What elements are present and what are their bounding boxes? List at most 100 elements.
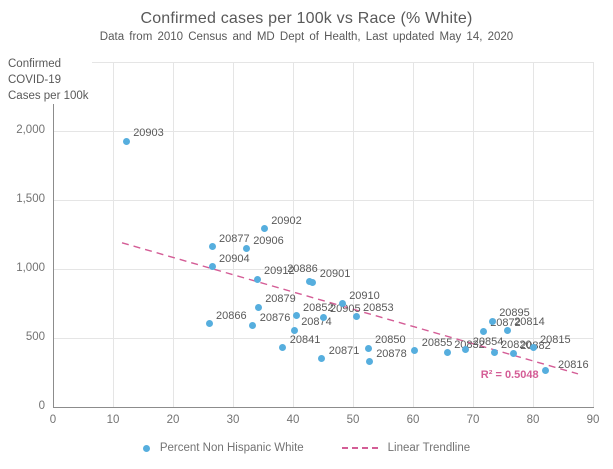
chart-subtitle: Data from 2010 Census and MD Dept of Hea… — [99, 31, 514, 43]
data-point-label: 20876 — [259, 311, 291, 324]
x-axis-tick-label: 60 — [406, 414, 420, 426]
data-point — [365, 358, 373, 366]
data-point-label: 20852 — [303, 301, 334, 314]
data-point — [260, 225, 268, 233]
data-point-label: 20816 — [558, 358, 589, 371]
x-axis-tick-label: 10 — [106, 414, 120, 426]
horizontal-gridline — [53, 269, 593, 270]
y-axis-line — [53, 62, 54, 407]
data-point — [254, 303, 262, 311]
data-point-label: 20832 — [454, 338, 485, 351]
legend-trendline-label: Linear Trendline — [387, 442, 471, 454]
data-point-label: 20902 — [271, 214, 302, 227]
data-point-label: 20874 — [301, 316, 332, 329]
data-point — [319, 313, 327, 321]
x-axis-tick-label: 50 — [346, 414, 360, 426]
data-point-label: 20886 — [287, 263, 318, 276]
x-axis-tick-label: 90 — [586, 414, 600, 426]
vertical-gridline — [353, 62, 354, 407]
data-point — [352, 312, 360, 320]
data-point — [205, 320, 213, 327]
data-point — [279, 344, 287, 352]
data-point-label: 20841 — [289, 333, 321, 346]
data-point — [309, 278, 317, 286]
data-point — [490, 349, 498, 357]
y-axis-tick-label: 1,500 — [16, 193, 45, 205]
x-axis-tick-label: 30 — [226, 414, 240, 426]
data-point-label: 20872 — [490, 317, 521, 330]
vertical-gridline — [413, 62, 414, 407]
data-point-label: 20854 — [472, 335, 504, 348]
data-point-label: 20871 — [328, 344, 360, 357]
data-point-label: 20855 — [421, 336, 453, 349]
x-axis-tick-label: 0 — [49, 414, 57, 426]
y-axis-tick-label: 0 — [38, 400, 45, 412]
scatter-marker-icon — [142, 444, 150, 452]
data-point-label: 20814 — [514, 316, 545, 329]
y-axis-title-line: COVID-19 — [8, 74, 62, 86]
data-point — [509, 350, 517, 358]
data-point-label: 20850 — [375, 334, 406, 347]
x-axis-tick-label: 70 — [466, 414, 480, 426]
data-point-label: 20912 — [264, 265, 295, 278]
data-point-label: 20853 — [363, 302, 394, 315]
data-point-label: 20877 — [219, 232, 250, 245]
x-axis-line — [53, 407, 594, 408]
data-point — [443, 349, 451, 357]
data-point — [488, 317, 496, 325]
data-point — [249, 322, 257, 330]
data-point — [208, 243, 216, 251]
x-axis-tick-label: 40 — [286, 414, 300, 426]
horizontal-gridline — [53, 131, 593, 132]
vertical-gridline — [293, 62, 294, 407]
data-point-label: 20820 — [501, 338, 532, 351]
vertical-gridline — [233, 62, 234, 407]
trendline-dash-icon — [341, 447, 378, 449]
data-point — [338, 300, 346, 307]
data-point — [305, 277, 313, 285]
legend-series-label: Percent Non Hispanic White — [159, 442, 304, 454]
data-point — [122, 137, 130, 145]
x-axis-tick-label: 80 — [526, 414, 540, 426]
y-axis-tick-label: 2,000 — [16, 124, 45, 136]
data-point-label: 20895 — [499, 307, 530, 320]
horizontal-gridline — [53, 200, 593, 201]
data-point-label: 20906 — [253, 234, 284, 247]
data-point — [242, 245, 250, 253]
data-point — [253, 275, 261, 283]
vertical-gridline — [173, 62, 174, 407]
vertical-gridline — [533, 62, 534, 407]
data-point — [503, 326, 511, 334]
y-axis-title-line: Cases per 100k — [8, 90, 89, 102]
data-point — [208, 263, 216, 271]
data-point-label: 20905 — [330, 303, 361, 316]
vertical-gridline — [473, 62, 474, 407]
data-point — [292, 312, 300, 319]
data-point — [479, 327, 487, 335]
x-axis-tick-label: 20 — [166, 414, 180, 426]
chart-legend: Percent Non Hispanic White Linear Trendl… — [0, 442, 613, 454]
data-point-label: 20910 — [349, 289, 380, 302]
vertical-gridline — [593, 62, 594, 407]
data-point-label: 20901 — [319, 268, 351, 281]
y-axis-title: Confirmed COVID-19 Cases per 100k — [8, 56, 92, 104]
data-point — [290, 326, 298, 334]
data-point-label: 20879 — [265, 293, 296, 306]
data-point — [364, 344, 372, 352]
data-point-label: 20903 — [133, 127, 164, 140]
r-squared-label: R² = 0.5048 — [480, 368, 539, 381]
data-point — [529, 344, 537, 352]
y-axis-tick-label: 1,000 — [16, 262, 45, 274]
horizontal-gridline — [53, 338, 593, 339]
data-point-label: 20878 — [376, 347, 407, 360]
data-point-label: 20866 — [216, 309, 247, 322]
horizontal-gridline — [53, 62, 593, 63]
vertical-gridline — [113, 62, 114, 407]
data-point — [462, 346, 470, 354]
data-point — [318, 355, 326, 363]
chart-title: Confirmed cases per 100k vs Race (% Whit… — [140, 10, 473, 27]
data-point — [541, 367, 549, 375]
y-axis-tick-label: 500 — [25, 331, 45, 343]
